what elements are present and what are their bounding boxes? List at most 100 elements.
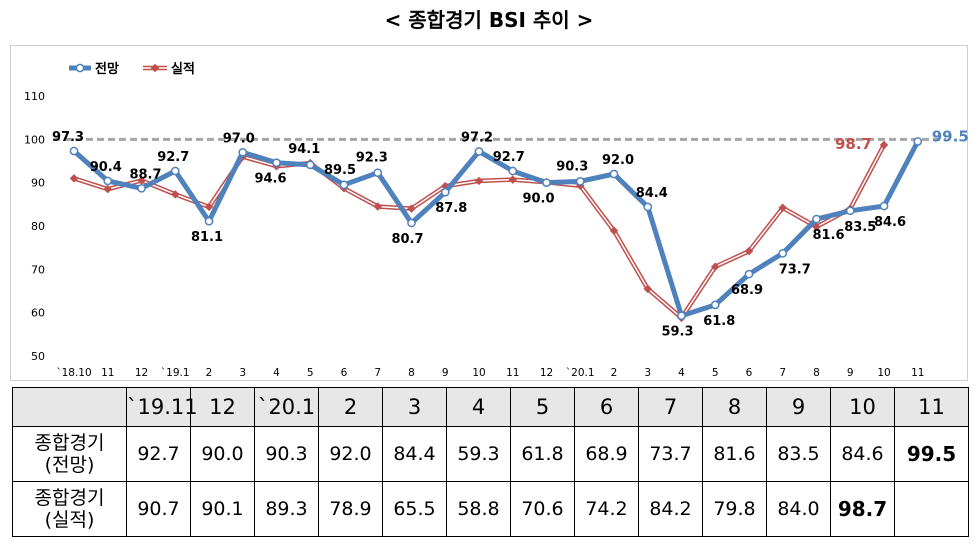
table-header-row: `19.11 12 `20.1 2 3 4 5 6 7 8 9 10 11 bbox=[12, 387, 969, 427]
table-cell: 79.8 bbox=[702, 481, 767, 537]
row-label: 종합경기 (전망) bbox=[12, 426, 127, 482]
series-forecast-point bbox=[407, 218, 416, 228]
x-tick-label: 9 bbox=[442, 367, 449, 379]
legend-forecast-label: 전망 bbox=[95, 61, 119, 77]
series-actual-point bbox=[204, 202, 214, 212]
forecast-data-label: 81.6 bbox=[812, 228, 844, 243]
series-forecast-point bbox=[339, 180, 349, 190]
table-cell: 92.7 bbox=[126, 426, 191, 482]
series-forecast-point bbox=[643, 202, 653, 212]
table-row: 종합경기 (실적) 90.7 90.1 89.3 78.9 65.5 58.8 … bbox=[12, 481, 969, 537]
series-forecast-point bbox=[845, 206, 855, 216]
forecast-data-label: 84.4 bbox=[636, 186, 668, 201]
x-tick-label: 10 bbox=[877, 367, 890, 379]
forecast-data-label: 83.5 bbox=[844, 220, 876, 235]
forecast-data-label: 90.0 bbox=[522, 192, 554, 207]
table-cell: 84.2 bbox=[638, 481, 703, 537]
table-cell: 90.0 bbox=[190, 426, 255, 482]
series-forecast-point bbox=[913, 137, 923, 146]
forecast-data-label: 92.7 bbox=[157, 150, 189, 165]
forecast-data-label: 97.3 bbox=[52, 130, 84, 145]
series-forecast-point bbox=[542, 178, 551, 188]
forecast-data-label: 97.2 bbox=[461, 130, 493, 145]
series-forecast-point bbox=[677, 311, 686, 321]
series-forecast-point bbox=[204, 216, 214, 226]
table-cell: 68.9 bbox=[574, 426, 639, 482]
series-forecast-point bbox=[744, 269, 754, 279]
table-header-cell: 7 bbox=[638, 387, 703, 427]
table-header-cell: 3 bbox=[382, 387, 447, 427]
x-tick-label: 2 bbox=[206, 367, 213, 379]
x-tick-label: 11 bbox=[506, 367, 519, 379]
table-cell: 74.2 bbox=[574, 481, 639, 537]
table-cell: 73.7 bbox=[638, 426, 703, 482]
y-tick-label: 60 bbox=[31, 307, 45, 320]
series-forecast-point bbox=[710, 300, 720, 310]
forecast-data-label: 68.9 bbox=[731, 283, 763, 298]
table-cell: 83.5 bbox=[766, 426, 831, 482]
series-actual-point bbox=[407, 204, 416, 213]
series-actual-point bbox=[171, 190, 180, 199]
x-tick-label: `19.1 bbox=[161, 367, 190, 379]
forecast-data-label: 81.1 bbox=[191, 230, 223, 245]
series-forecast-point bbox=[474, 147, 484, 156]
x-tick-label: 7 bbox=[779, 367, 786, 379]
table-header-cell: 2 bbox=[318, 387, 383, 427]
x-tick-label: 6 bbox=[746, 367, 753, 379]
series-actual-point bbox=[103, 184, 112, 194]
series-forecast-point bbox=[575, 177, 585, 186]
x-tick-label: 4 bbox=[273, 367, 280, 379]
table-header-cell: 6 bbox=[574, 387, 639, 427]
chart-area: 50 60 70 80 90 100 110 `18.10 11 12 `19.1 2 3 4 5 6 7 8 9 1… bbox=[10, 45, 969, 381]
x-tick-label: 5 bbox=[307, 367, 314, 379]
actual-data-label: 98.7 bbox=[835, 135, 872, 153]
series-actual-point bbox=[711, 262, 720, 271]
table-header-cell: `20.1 bbox=[254, 387, 319, 427]
x-tick-label: 7 bbox=[374, 367, 381, 379]
series-actual-point bbox=[474, 176, 484, 186]
x-tick-label: 6 bbox=[341, 367, 348, 379]
legend-actual-label: 실적 bbox=[171, 61, 195, 77]
forecast-data-label: 99.5 bbox=[932, 128, 969, 146]
table-cell: 92.0 bbox=[318, 426, 383, 482]
x-tick-label: 12 bbox=[135, 367, 148, 379]
table-header-cell: 4 bbox=[446, 387, 511, 427]
forecast-data-label: 61.8 bbox=[703, 314, 735, 329]
table-cell: 89.3 bbox=[254, 481, 319, 537]
forecast-data-label: 89.5 bbox=[324, 163, 356, 178]
table-header-cell: `19.11 bbox=[126, 387, 198, 427]
forecast-data-label: 97.0 bbox=[223, 131, 255, 146]
table-cell: 65.5 bbox=[382, 481, 447, 537]
forecast-data-label: 73.7 bbox=[779, 262, 811, 277]
line-chart: 50 60 70 80 90 100 110 `18.10 11 12 `19.1 2 3 4 5 6 7 8 9 1… bbox=[24, 61, 969, 379]
x-tick-label: 4 bbox=[678, 367, 685, 379]
series-actual-point bbox=[373, 202, 382, 211]
forecast-data-label: 80.7 bbox=[391, 232, 423, 247]
x-tick-label: 11 bbox=[101, 367, 114, 379]
y-tick-label: 80 bbox=[31, 220, 45, 233]
table-cell: 84.0 bbox=[766, 481, 831, 537]
forecast-data-label: 90.4 bbox=[90, 160, 122, 175]
x-tick-label: 10 bbox=[472, 367, 485, 379]
y-tick-label: 90 bbox=[31, 177, 45, 190]
series-forecast-point bbox=[373, 168, 383, 178]
x-tick-label: 3 bbox=[644, 367, 651, 379]
series-forecast-point bbox=[69, 146, 79, 156]
chart-title: < 종합경기 BSI 추이 > bbox=[384, 8, 594, 32]
series-forecast-point bbox=[170, 166, 180, 176]
forecast-data-label: 94.1 bbox=[288, 142, 320, 157]
forecast-data-label: 59.3 bbox=[661, 325, 693, 340]
series-forecast-point bbox=[778, 248, 788, 258]
x-tick-label: 5 bbox=[712, 367, 719, 379]
table-header-cell: 12 bbox=[190, 387, 255, 427]
table-header-cell: 11 bbox=[894, 387, 969, 427]
series-actual-point bbox=[137, 176, 146, 185]
table-cell: 58.8 bbox=[446, 481, 511, 537]
table-cell bbox=[894, 481, 969, 537]
series-forecast-point bbox=[305, 160, 315, 170]
table-cell: 90.7 bbox=[126, 481, 191, 537]
table-cell: 70.6 bbox=[510, 481, 575, 537]
series-actual-point bbox=[508, 175, 517, 184]
table-cell: 61.8 bbox=[510, 426, 575, 482]
table-header-cell: 9 bbox=[766, 387, 831, 427]
